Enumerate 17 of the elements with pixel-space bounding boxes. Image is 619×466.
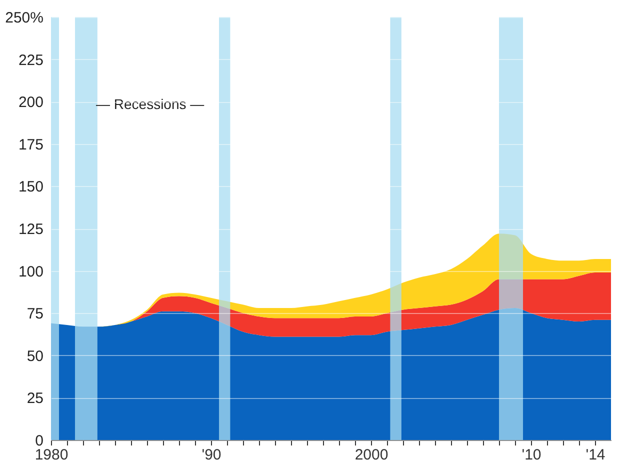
x-tick-label: 1980 xyxy=(34,446,68,464)
x-tick-label: '90 xyxy=(202,446,222,464)
y-tick-label: 150 xyxy=(18,178,44,196)
y-tick-label: 175 xyxy=(18,136,44,154)
y-tick-label: 100 xyxy=(18,263,44,280)
y-tick-label: 0 xyxy=(35,432,44,450)
y-tick-label: 25 xyxy=(26,390,44,408)
y-tick-label: 200 xyxy=(18,94,44,112)
y-tick-label: 250% xyxy=(5,10,44,26)
y-tick-label: 225 xyxy=(18,52,44,69)
y-tick-label: 125 xyxy=(18,221,44,238)
y-tick-label: 50 xyxy=(26,348,44,365)
y-tick-label: 75 xyxy=(26,306,44,323)
x-tick-label: '14 xyxy=(586,446,606,464)
annotation: — Recessions — xyxy=(96,96,204,112)
x-tick-label: 2000 xyxy=(354,446,388,464)
x-tick-label: '10 xyxy=(522,446,542,464)
